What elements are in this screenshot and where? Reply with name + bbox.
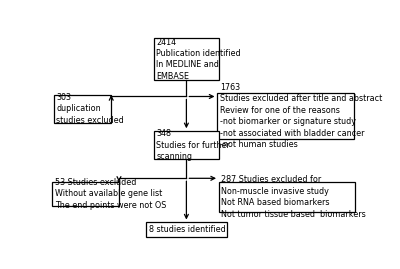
Text: 53 Studies excluded
Without available gene list
The end points were not OS: 53 Studies excluded Without available ge… <box>55 178 166 210</box>
Text: 2414
Publication identified
In MEDLINE and
EMBASE: 2414 Publication identified In MEDLINE a… <box>156 38 241 81</box>
FancyBboxPatch shape <box>146 222 227 236</box>
Text: 1763
Studies excluded after title and abstract
Review for one of the reasons
-no: 1763 Studies excluded after title and ab… <box>220 83 382 149</box>
FancyBboxPatch shape <box>154 131 219 159</box>
FancyBboxPatch shape <box>218 93 354 139</box>
FancyBboxPatch shape <box>54 95 111 123</box>
Text: 348
Studies for further
scanning: 348 Studies for further scanning <box>156 129 230 161</box>
FancyBboxPatch shape <box>52 182 119 206</box>
Text: 287 Studies excluded for
Non-muscle invasive study
Not RNA based biomarkers
Not : 287 Studies excluded for Non-muscle inva… <box>222 175 366 219</box>
FancyBboxPatch shape <box>154 38 219 80</box>
Text: 303
duplication
studies excluded: 303 duplication studies excluded <box>56 93 124 125</box>
Text: 8 studies identified: 8 studies identified <box>148 225 225 234</box>
FancyBboxPatch shape <box>219 182 355 212</box>
